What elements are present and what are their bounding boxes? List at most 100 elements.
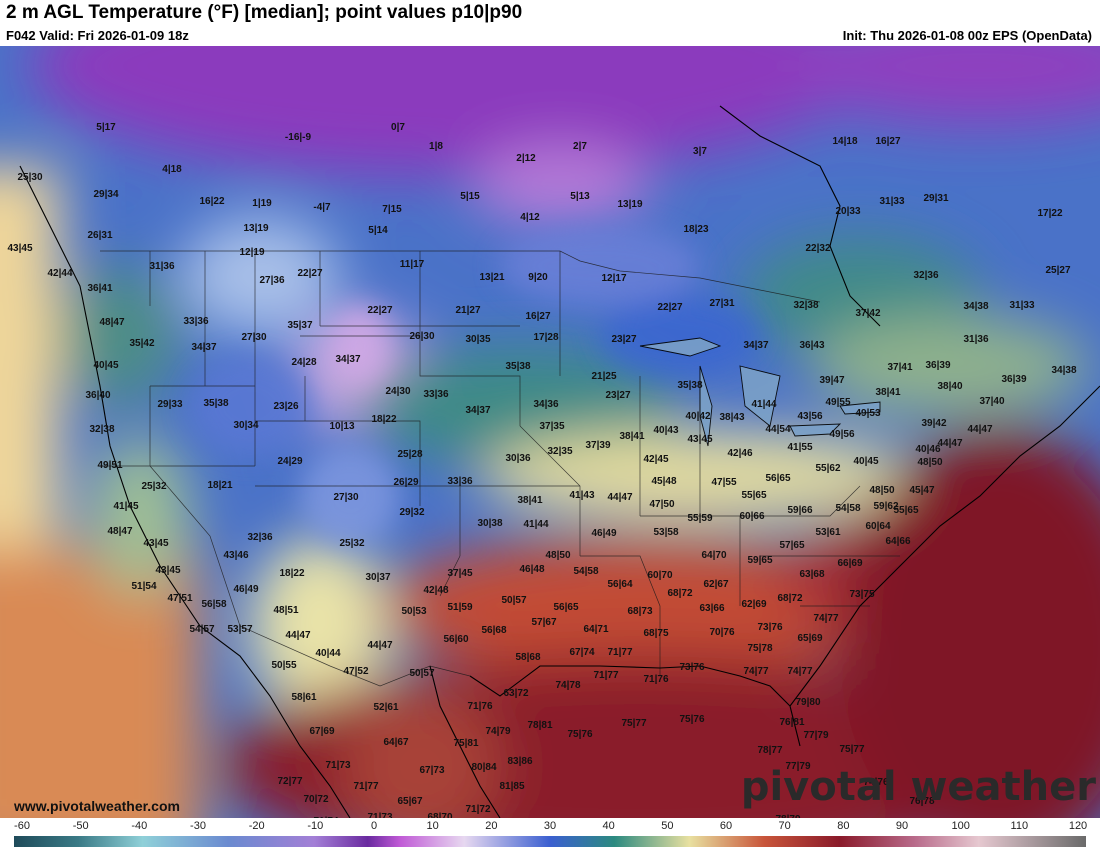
point-value-label: 0|7 bbox=[391, 122, 405, 133]
point-value-label: 62|69 bbox=[741, 599, 767, 610]
point-value-label: 50|55 bbox=[271, 660, 297, 671]
point-value-label: 17|22 bbox=[1037, 208, 1063, 219]
legend-tick-label: 70 bbox=[778, 820, 791, 832]
point-value-label: 78|81 bbox=[527, 720, 553, 731]
legend-tick-label: -40 bbox=[131, 820, 148, 832]
point-value-label: 36|41 bbox=[87, 283, 113, 294]
point-value-label: 30|38 bbox=[477, 518, 503, 529]
point-value-label: 31|36 bbox=[963, 334, 989, 345]
point-value-label: 47|50 bbox=[649, 499, 675, 510]
point-value-label: 67|74 bbox=[569, 647, 595, 658]
point-value-label: 36|39 bbox=[1001, 374, 1027, 385]
point-value-label: 34|36 bbox=[533, 399, 559, 410]
point-value-label: 27|30 bbox=[333, 492, 359, 503]
point-value-label: 36|39 bbox=[925, 360, 951, 371]
point-value-label: 5|13 bbox=[570, 191, 590, 202]
point-value-label: 2|12 bbox=[516, 153, 536, 164]
point-value-label: 42|44 bbox=[47, 268, 73, 279]
point-value-label: 81|85 bbox=[499, 781, 525, 792]
point-value-label: 36|43 bbox=[799, 340, 825, 351]
point-value-label: 43|56 bbox=[797, 411, 823, 422]
point-value-label: 67|69 bbox=[309, 726, 335, 737]
point-value-label: 62|67 bbox=[703, 579, 729, 590]
point-value-label: 68|72 bbox=[667, 588, 693, 599]
point-value-label: 35|38 bbox=[677, 380, 703, 391]
point-value-label: 37|40 bbox=[979, 396, 1005, 407]
point-value-label: 67|73 bbox=[419, 765, 445, 776]
point-value-label: 25|32 bbox=[141, 481, 167, 492]
point-value-label: 37|42 bbox=[855, 308, 881, 319]
point-value-label: 53|57 bbox=[227, 624, 253, 635]
point-value-label: 58|61 bbox=[291, 692, 317, 703]
site-url[interactable]: www.pivotalweather.com bbox=[14, 798, 180, 814]
temperature-map[interactable]: 5|17 -16|-9 0|7 1|8 2|7 3|7 14|18 16|27 25|30 4|1… bbox=[0, 46, 1100, 818]
point-value-label: 34|37 bbox=[191, 342, 217, 353]
point-value-label: 77|79 bbox=[803, 730, 829, 741]
point-value-label: 33|36 bbox=[447, 476, 473, 487]
point-value-label: 59|62 bbox=[873, 501, 899, 512]
point-value-label: 76|78 bbox=[909, 796, 935, 807]
point-value-label: 33|36 bbox=[423, 389, 449, 400]
point-value-label: 25|27 bbox=[1045, 265, 1071, 276]
point-value-label: 37|35 bbox=[539, 421, 565, 432]
point-value-label: 12|17 bbox=[601, 273, 627, 284]
point-value-label: 74|76 bbox=[863, 777, 889, 788]
point-value-label: 17|28 bbox=[533, 332, 559, 343]
point-value-label: 41|55 bbox=[787, 442, 813, 453]
legend-tick-label: 60 bbox=[719, 820, 733, 832]
point-value-label: 48|50 bbox=[917, 457, 943, 468]
point-value-label: 53|61 bbox=[815, 527, 841, 538]
point-value-label: 44|54 bbox=[765, 424, 791, 435]
point-value-label: -4|7 bbox=[313, 202, 331, 213]
point-value-label: 20|33 bbox=[835, 206, 861, 217]
point-value-label: 5|14 bbox=[368, 225, 388, 236]
point-value-label: 5|17 bbox=[96, 122, 116, 133]
point-value-label: 38|41 bbox=[619, 431, 645, 442]
point-value-label: 46|49 bbox=[591, 528, 617, 539]
point-value-label: 24|28 bbox=[291, 357, 317, 368]
point-value-label: 29|32 bbox=[399, 507, 425, 518]
point-value-label: 64|71 bbox=[583, 624, 609, 635]
point-value-label: 66|69 bbox=[837, 558, 863, 569]
point-value-label: 13|19 bbox=[617, 199, 643, 210]
legend-tick-label: 40 bbox=[602, 820, 615, 832]
legend-tick-label: 80 bbox=[837, 820, 850, 832]
point-value-label: 43|45 bbox=[7, 243, 33, 254]
point-value-label: 26|29 bbox=[393, 477, 419, 488]
point-value-label: 38|41 bbox=[517, 495, 543, 506]
point-value-label: 35|37 bbox=[287, 320, 313, 331]
point-value-label: 21|27 bbox=[455, 305, 481, 316]
point-value-label: 53|58 bbox=[653, 527, 679, 538]
point-value-label: 22|27 bbox=[367, 305, 393, 316]
point-value-label: 56|65 bbox=[553, 602, 579, 613]
point-value-label: 34|38 bbox=[1051, 365, 1077, 376]
point-value-label: 49|53 bbox=[855, 408, 881, 419]
point-value-label: 71|76 bbox=[643, 674, 669, 685]
point-value-label: 25|30 bbox=[17, 172, 43, 183]
point-value-label: 30|37 bbox=[365, 572, 391, 583]
point-value-label: 71|76 bbox=[467, 701, 493, 712]
point-value-label: 68|72 bbox=[777, 593, 803, 604]
point-value-label: 71|72 bbox=[465, 804, 491, 815]
point-value-label: 47|51 bbox=[167, 593, 193, 604]
point-value-label: 71|73 bbox=[367, 812, 393, 819]
point-value-label: 48|50 bbox=[869, 485, 895, 496]
map-header: 2 m AGL Temperature (°F) [median]; point… bbox=[0, 0, 1100, 46]
point-value-label: 5|15 bbox=[460, 191, 480, 202]
point-value-label: 38|41 bbox=[875, 387, 901, 398]
point-value-label: 55|65 bbox=[893, 505, 919, 516]
point-value-label: 34|37 bbox=[465, 405, 491, 416]
point-value-label: 64|66 bbox=[885, 536, 911, 547]
point-value-label: 12|19 bbox=[239, 247, 265, 258]
point-value-label: 27|36 bbox=[259, 275, 285, 286]
point-value-label: 1|8 bbox=[429, 141, 443, 152]
point-value-label: 45|47 bbox=[909, 485, 935, 496]
legend-tick-label: 120 bbox=[1068, 820, 1088, 832]
point-value-label: 54|58 bbox=[835, 503, 861, 514]
point-value-label: 54|58 bbox=[573, 566, 599, 577]
legend-tick-label: -10 bbox=[307, 820, 324, 832]
point-value-label: 34|37 bbox=[335, 354, 361, 365]
point-value-label: 10|13 bbox=[329, 421, 355, 432]
point-value-label: 71|73 bbox=[325, 760, 351, 771]
point-value-label: 33|36 bbox=[183, 316, 209, 327]
